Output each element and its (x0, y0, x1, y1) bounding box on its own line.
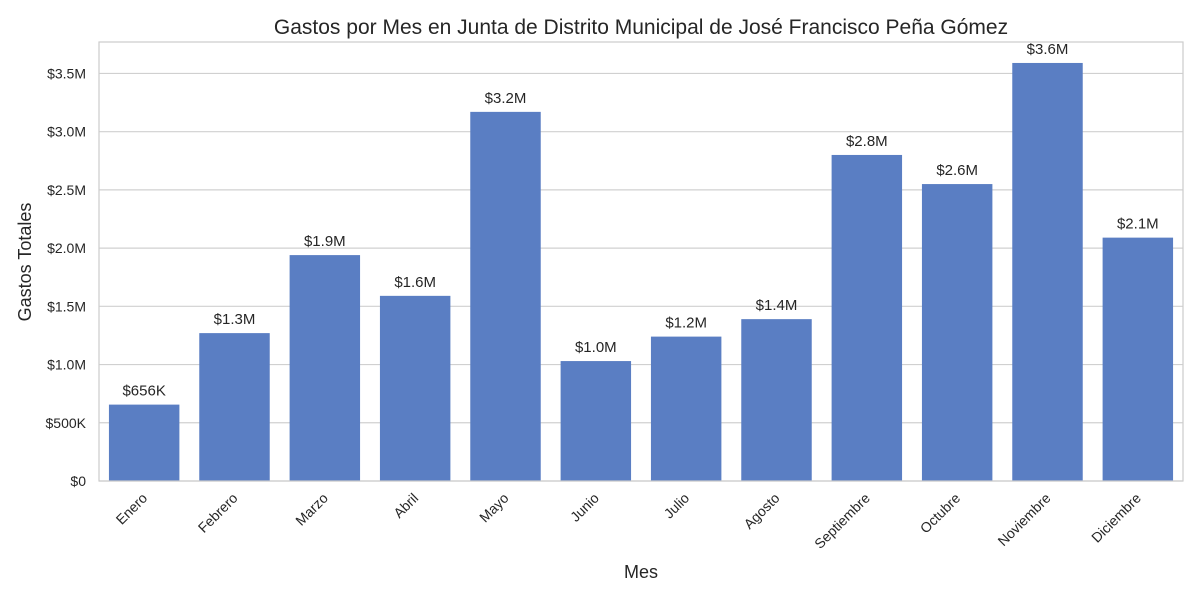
x-tick-label: Febrero (195, 490, 241, 536)
y-tick-label: $2.5M (47, 182, 86, 198)
bars (108, 62, 1174, 482)
bar (379, 295, 451, 481)
chart-title: Gastos por Mes en Junta de Distrito Muni… (274, 16, 1008, 39)
y-tick-label: $3.5M (47, 65, 86, 81)
x-tick-label: Mayo (476, 490, 512, 526)
y-tick-label: $2.0M (47, 240, 86, 256)
y-tick-label: $3.0M (47, 124, 86, 140)
x-tick-label: Septiembre (811, 490, 873, 552)
bar-value-label: $1.4M (756, 297, 798, 314)
x-tick-label: Abril (390, 490, 421, 521)
bar-value-labels: $656K $1.3M $1.9M $1.6M $3.2M $1.0M $1.2M $1.4M… (122, 41, 1158, 400)
bar-value-label: $1.2M (665, 315, 707, 332)
bar-value-label: $3.6M (1027, 41, 1069, 58)
bar-value-label: $1.6M (394, 274, 436, 291)
bar-value-label: $2.1M (1117, 216, 1159, 233)
bar-value-label: $1.0M (575, 339, 617, 356)
x-tick-label: Diciembre (1088, 490, 1144, 546)
y-axis-label: Gastos Totales (15, 203, 35, 322)
bar (470, 111, 541, 481)
bar-value-label: $1.9M (304, 233, 346, 250)
y-tick-label: $500K (46, 415, 87, 431)
bar (650, 336, 722, 481)
bar (831, 154, 903, 481)
bar (921, 184, 993, 481)
bar (560, 361, 632, 481)
y-tick-label: $1.0M (47, 357, 86, 373)
x-tick-label: Noviembre (994, 490, 1053, 549)
plot-frame (98, 41, 1184, 482)
bar (1102, 237, 1174, 481)
x-axis-ticks: Enero Febrero Marzo Abril Mayo Junio Julio Agos… (113, 490, 1145, 552)
x-tick-label: Julio (661, 490, 693, 522)
x-tick-label: Marzo (292, 490, 331, 529)
x-tick-label: Junio (567, 490, 602, 525)
x-tick-label: Agosto (740, 490, 782, 532)
y-axis-ticks: $0 $500K $1.0M $1.5M $2.0M $2.5M $3.0M $3.5M (46, 65, 87, 489)
bar-value-label: $2.6M (936, 162, 978, 179)
bar-value-label: $3.2M (485, 90, 527, 107)
bar (199, 333, 270, 481)
bar-value-label: $1.3M (214, 311, 256, 328)
x-axis-label: Mes (624, 562, 658, 582)
bar (1012, 62, 1083, 482)
bar (741, 319, 812, 481)
x-tick-label: Enero (113, 490, 151, 528)
bar-value-label: $2.8M (846, 133, 888, 150)
y-tick-label: $1.5M (47, 298, 86, 314)
bar (289, 255, 361, 481)
bar-value-label: $656K (122, 383, 165, 400)
grid (99, 72, 1183, 482)
x-tick-label: Octubre (917, 490, 964, 537)
bar (108, 404, 180, 481)
y-tick-label: $0 (70, 473, 86, 489)
